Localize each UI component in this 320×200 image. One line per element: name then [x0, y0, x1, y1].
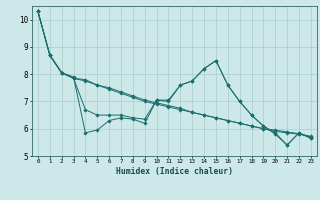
X-axis label: Humidex (Indice chaleur): Humidex (Indice chaleur) — [116, 167, 233, 176]
